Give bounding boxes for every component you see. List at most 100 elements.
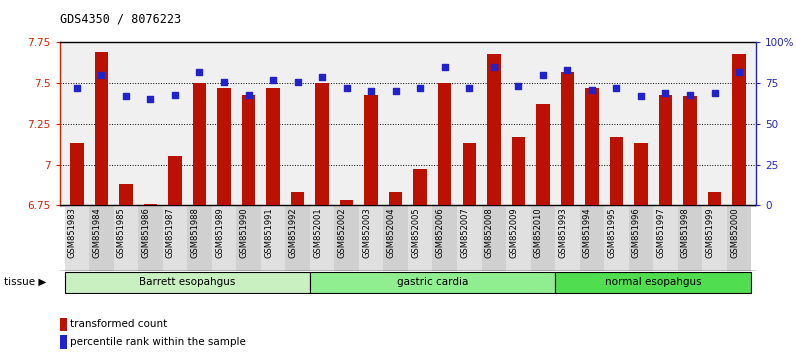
Point [708, 90, 721, 96]
Point [169, 92, 181, 97]
Point [144, 97, 157, 102]
Bar [236, 205, 261, 271]
Bar [432, 205, 457, 271]
Text: Barrett esopahgus: Barrett esopahgus [139, 277, 236, 287]
Point [267, 77, 279, 83]
Text: GSM851997: GSM851997 [657, 207, 665, 258]
Text: GSM852005: GSM852005 [412, 207, 420, 258]
Text: GSM852001: GSM852001 [313, 207, 322, 258]
Point [71, 85, 84, 91]
Bar [610, 137, 623, 205]
Point [439, 64, 451, 70]
Text: GSM851990: GSM851990 [240, 207, 248, 258]
Bar [139, 205, 162, 271]
Bar [585, 88, 599, 205]
Bar [462, 143, 476, 205]
Point [487, 64, 500, 70]
Text: GSM851999: GSM851999 [705, 207, 715, 258]
Bar [217, 88, 231, 205]
Text: GSM851983: GSM851983 [68, 207, 77, 258]
Bar [579, 205, 604, 271]
Text: percentile rank within the sample: percentile rank within the sample [70, 337, 246, 347]
Point [291, 79, 304, 84]
Text: GSM851994: GSM851994 [583, 207, 592, 258]
Text: tissue ▶: tissue ▶ [4, 276, 46, 286]
Bar [654, 205, 677, 271]
Point [732, 69, 745, 75]
Text: GDS4350 / 8076223: GDS4350 / 8076223 [60, 12, 181, 25]
Point [119, 93, 132, 99]
Text: GSM851985: GSM851985 [117, 207, 126, 258]
Bar [242, 95, 256, 205]
Bar [119, 184, 133, 205]
Point [537, 72, 549, 78]
Bar [732, 54, 746, 205]
Point [316, 74, 329, 80]
Bar [168, 156, 181, 205]
Bar [389, 192, 403, 205]
Text: GSM851996: GSM851996 [632, 207, 641, 258]
Point [512, 84, 525, 89]
Text: GSM851988: GSM851988 [190, 207, 200, 258]
Text: GSM852009: GSM852009 [509, 207, 518, 258]
Bar [261, 205, 285, 271]
Point [217, 79, 230, 84]
Bar [162, 205, 187, 271]
Bar [64, 272, 310, 293]
Bar [677, 205, 702, 271]
Text: GSM852002: GSM852002 [338, 207, 346, 258]
Bar [555, 272, 751, 293]
Bar [70, 143, 84, 205]
Bar [89, 205, 114, 271]
Text: GSM852010: GSM852010 [534, 207, 543, 258]
Bar [384, 205, 408, 271]
Bar [512, 137, 525, 205]
Point [193, 69, 206, 75]
Bar [64, 205, 89, 271]
Bar [359, 205, 384, 271]
Text: GSM851995: GSM851995 [607, 207, 616, 258]
Text: GSM852006: GSM852006 [435, 207, 445, 258]
Text: GSM851991: GSM851991 [264, 207, 273, 258]
Bar [291, 192, 304, 205]
Text: transformed count: transformed count [70, 319, 167, 329]
Point [586, 87, 599, 92]
Text: GSM851992: GSM851992 [289, 207, 298, 258]
Bar [285, 205, 310, 271]
Text: normal esopahgus: normal esopahgus [605, 277, 701, 287]
Bar [310, 272, 555, 293]
Bar [413, 170, 427, 205]
Bar [708, 192, 721, 205]
Bar [144, 204, 157, 205]
Bar [340, 200, 353, 205]
Text: GSM851989: GSM851989 [215, 207, 224, 258]
Text: GSM852007: GSM852007 [460, 207, 470, 258]
Point [95, 72, 107, 78]
Bar [438, 83, 451, 205]
Bar [683, 96, 696, 205]
Bar [267, 88, 280, 205]
Bar [555, 205, 579, 271]
Text: GSM851998: GSM851998 [681, 207, 690, 258]
Bar [482, 205, 506, 271]
Bar [531, 205, 555, 271]
Point [561, 67, 574, 73]
Point [684, 92, 696, 97]
Bar [187, 205, 212, 271]
Bar [334, 205, 359, 271]
Bar [310, 205, 334, 271]
Bar [487, 54, 501, 205]
Point [389, 88, 402, 94]
Bar [604, 205, 629, 271]
Bar [193, 83, 206, 205]
Point [634, 93, 647, 99]
Point [463, 85, 476, 91]
Bar [702, 205, 727, 271]
Point [610, 85, 622, 91]
Text: GSM852004: GSM852004 [387, 207, 396, 258]
Bar [365, 95, 378, 205]
Text: GSM852008: GSM852008 [485, 207, 494, 258]
Bar [634, 143, 648, 205]
Bar [659, 95, 672, 205]
Bar [60, 335, 68, 349]
